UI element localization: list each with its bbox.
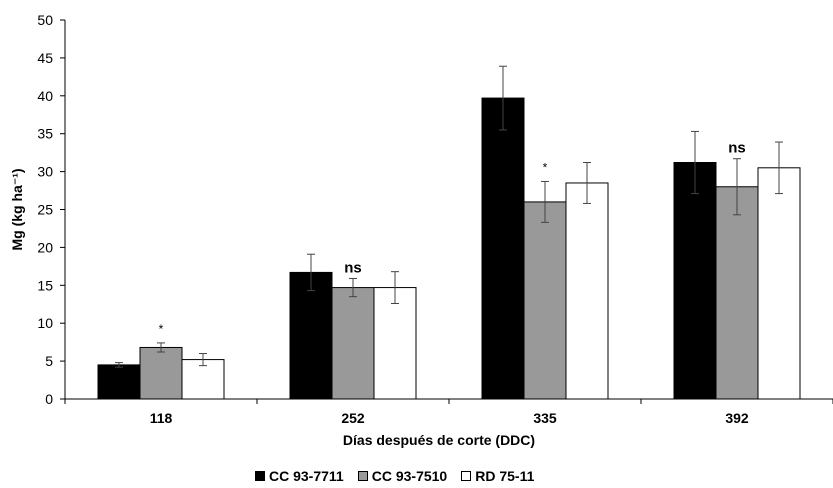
y-tick-label: 15 xyxy=(37,277,53,293)
legend-swatch xyxy=(357,471,368,481)
legend: CC 93-7711 CC 93-7510 RD 75-11 xyxy=(255,468,534,484)
bar xyxy=(523,201,567,400)
bar xyxy=(757,167,801,400)
legend-label: CC 93-7711 xyxy=(269,468,344,484)
legend-swatch xyxy=(255,471,265,481)
bar xyxy=(139,346,183,400)
significance-label: * xyxy=(159,322,164,336)
y-tick-label: 50 xyxy=(37,12,53,28)
legend-label: CC 93-7510 xyxy=(371,468,448,484)
significance-label: ns xyxy=(728,140,746,157)
legend-item: CC 93-7711 xyxy=(255,468,344,484)
y-tick-label: 5 xyxy=(45,353,53,369)
y-tick-label: 30 xyxy=(37,164,53,180)
bar xyxy=(373,287,417,400)
y-tick-label: 45 xyxy=(37,50,53,66)
legend-item: RD 75-11 xyxy=(461,468,534,484)
significance-label: ns xyxy=(344,259,362,276)
y-tick-label: 35 xyxy=(37,126,53,142)
y-tick-label: 40 xyxy=(37,88,53,104)
x-tick-label: 335 xyxy=(533,410,557,426)
bar xyxy=(181,359,225,400)
x-axis-title: Días después de corte (DDC) xyxy=(343,432,535,448)
legend-label: RD 75-11 xyxy=(475,468,535,484)
bar xyxy=(97,364,141,400)
significance-label: * xyxy=(543,160,548,174)
x-tick-label: 118 xyxy=(150,410,173,426)
bar xyxy=(673,162,717,400)
legend-item: CC 93-7510 xyxy=(357,468,448,484)
bar xyxy=(481,97,525,400)
legend-swatch xyxy=(461,471,472,481)
bar xyxy=(289,271,333,400)
y-tick-label: 25 xyxy=(37,202,53,218)
x-tick-label: 252 xyxy=(341,410,365,426)
y-axis-title: Mg (kg ha⁻¹) xyxy=(9,168,25,250)
bar xyxy=(715,186,759,400)
y-tick-label: 20 xyxy=(37,239,53,255)
x-tick-label: 392 xyxy=(725,410,749,426)
y-tick-label: 10 xyxy=(37,315,53,331)
bar xyxy=(331,287,375,400)
y-tick-label: 0 xyxy=(45,391,53,407)
bar xyxy=(565,182,609,400)
